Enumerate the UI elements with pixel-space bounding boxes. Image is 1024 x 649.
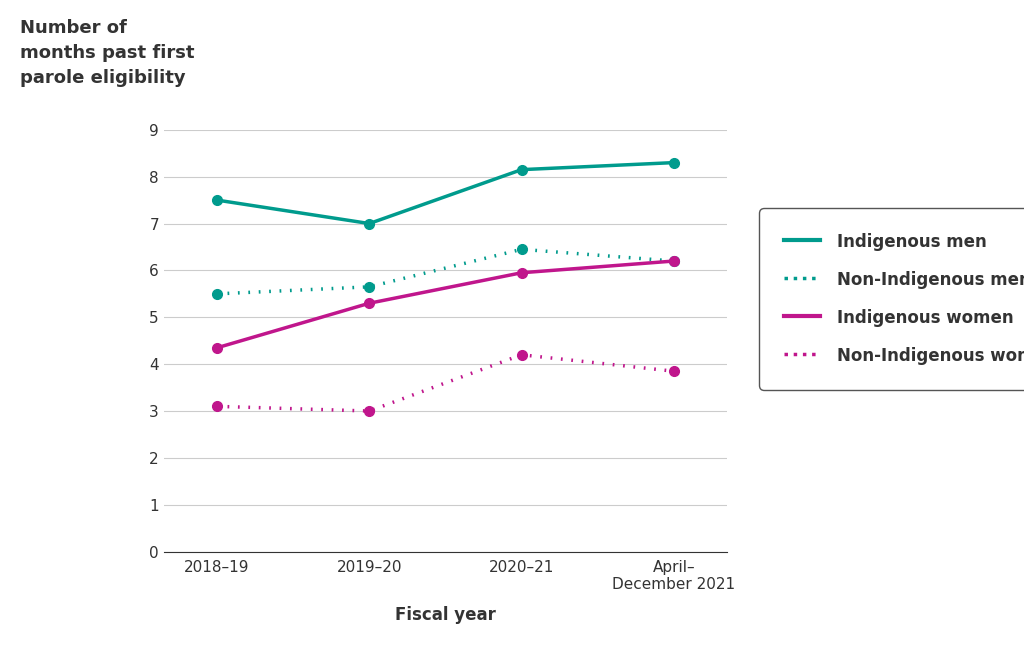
X-axis label: Fiscal year: Fiscal year — [395, 606, 496, 624]
Text: Number of
months past first
parole eligibility: Number of months past first parole eligi… — [20, 19, 195, 88]
Legend: Indigenous men, Non-Indigenous men, Indigenous women, Non-Indigenous women: Indigenous men, Non-Indigenous men, Indi… — [764, 212, 1024, 385]
